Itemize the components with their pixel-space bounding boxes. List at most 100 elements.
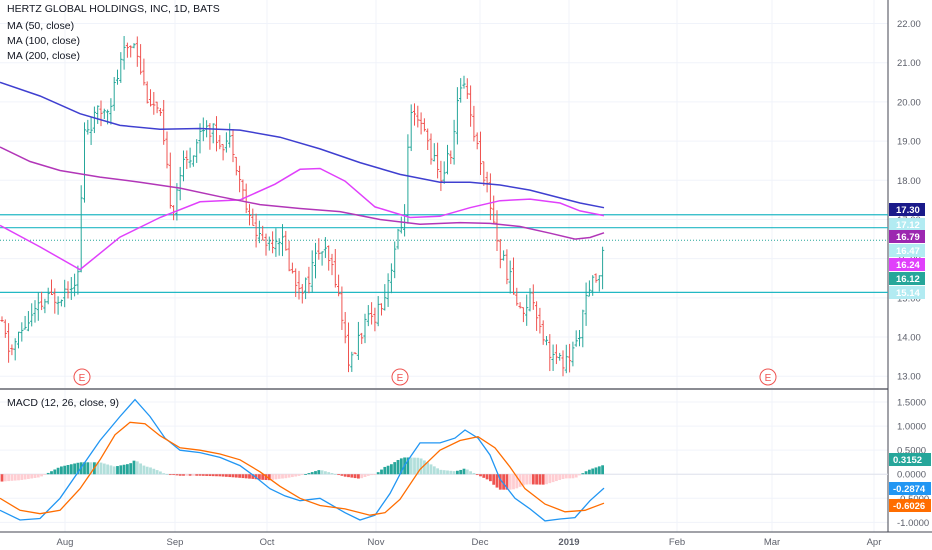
macd-histogram-bar xyxy=(241,474,245,479)
macd-histogram-bar xyxy=(419,458,423,475)
macd-histogram-bar xyxy=(139,463,142,475)
macd-histogram-bar xyxy=(337,474,340,476)
macd-histogram-bar xyxy=(215,474,218,477)
time-tick-label: Aug xyxy=(57,537,74,548)
macd-tick-label: 1.5000 xyxy=(897,398,926,409)
earnings-marker-label: E xyxy=(397,373,404,384)
macd-histogram-bar xyxy=(571,474,575,479)
macd-histogram-bar xyxy=(304,474,307,475)
macd-histogram-bar xyxy=(129,463,133,475)
macd-histogram-bar xyxy=(317,470,321,475)
macd-histogram-bar xyxy=(363,474,367,478)
macd-histogram-bar xyxy=(7,474,10,482)
price-tag-label: 16.47 xyxy=(896,246,920,257)
time-tick-label: Feb xyxy=(669,537,685,548)
macd-histogram-bar xyxy=(465,469,469,475)
signal-line xyxy=(0,421,605,516)
macd-histogram-bar xyxy=(535,474,538,485)
macd-histogram-bar xyxy=(416,457,420,475)
macd-tag xyxy=(889,499,931,512)
macd-tag-label: 0.3152 xyxy=(893,455,922,466)
ma100-legend[interactable]: MA (100, close) xyxy=(7,35,80,47)
macd-histogram-bar xyxy=(234,474,238,478)
macd-histogram-bar xyxy=(294,474,298,477)
macd-histogram-bar xyxy=(172,474,175,476)
macd-histogram-bar xyxy=(320,470,324,475)
macd-histogram-bar xyxy=(287,474,291,478)
macd-histogram-bar xyxy=(426,462,430,475)
macd-histogram-bar xyxy=(588,469,591,475)
price-tick-label: 18.00 xyxy=(897,176,921,187)
macd-tag-label: -0.6026 xyxy=(893,501,925,512)
macd-histogram-bar xyxy=(116,466,119,475)
price-tag-label: 16.24 xyxy=(896,260,920,271)
macd-histogram-bar xyxy=(261,474,265,480)
macd-histogram-bar xyxy=(376,472,380,475)
time-tick-label: Apr xyxy=(867,537,882,548)
macd-histogram-bar xyxy=(221,474,225,477)
macd-histogram-bar xyxy=(446,470,449,475)
macd-histogram-bar xyxy=(201,474,205,476)
macd-histogram-bar xyxy=(30,474,34,479)
price-tag xyxy=(889,230,925,243)
macd-histogram-bar xyxy=(578,474,581,476)
macd-histogram-bar xyxy=(380,469,383,475)
macd-histogram-bar xyxy=(505,474,509,490)
macd-histogram-bar xyxy=(399,458,403,475)
macd-histogram-bar xyxy=(386,465,390,475)
macd-histogram-bar xyxy=(291,474,294,478)
macd-tick-label: -1.0000 xyxy=(897,518,929,529)
macd-histogram-bar xyxy=(479,474,482,477)
macd-histogram-bar xyxy=(330,473,334,475)
price-tag xyxy=(889,203,925,216)
macd-histogram-bar xyxy=(218,474,222,477)
macd-histogram-bar xyxy=(145,466,149,475)
macd-histogram-bar xyxy=(228,474,232,478)
macd-histogram-bar xyxy=(396,459,400,475)
macd-histogram-bar xyxy=(40,474,43,477)
macd-histogram-bar xyxy=(568,474,571,479)
macd-histogram-bar xyxy=(106,464,109,475)
macd-histogram-bar xyxy=(248,474,251,479)
price-tag-label: 15.14 xyxy=(896,288,920,299)
macd-histogram-bar xyxy=(528,474,532,485)
macd-histogram-bar xyxy=(225,474,228,477)
macd-histogram-bar xyxy=(340,474,344,476)
macd-histogram-bar xyxy=(581,473,585,475)
time-tick-label: Sep xyxy=(167,537,184,548)
macd-histogram-bar xyxy=(432,466,436,475)
price-tick-label: 20.00 xyxy=(897,97,921,108)
earnings-marker xyxy=(759,368,777,386)
macd-legend[interactable]: MACD (12, 26, close, 9) xyxy=(7,397,120,409)
macd-histogram-bar xyxy=(370,474,373,476)
macd-histogram-bar xyxy=(132,460,136,475)
macd-histogram-bar xyxy=(442,470,446,475)
macd-histogram-bar xyxy=(498,474,502,490)
time-tick-label: Oct xyxy=(260,537,275,548)
macd-histogram-bar xyxy=(50,471,53,475)
macd-histogram-bar xyxy=(188,474,192,476)
macd-histogram-bar xyxy=(43,474,47,476)
time-tick-label: Dec xyxy=(472,537,489,548)
macd-histogram-bar xyxy=(178,474,182,476)
ma-line-100 xyxy=(0,146,605,240)
macd-histogram-bar xyxy=(406,457,410,475)
macd-histogram-bar xyxy=(23,474,27,480)
ma200-legend[interactable]: MA (200, close) xyxy=(7,50,80,62)
macd-histogram-bar xyxy=(551,474,555,483)
price-tag-label: 17.30 xyxy=(896,205,920,216)
macd-histogram-bar xyxy=(149,467,152,475)
macd-histogram-bar xyxy=(502,474,505,490)
price-tag xyxy=(889,218,925,231)
ma50-legend[interactable]: MA (50, close) xyxy=(7,20,75,32)
macd-histogram-bar xyxy=(413,457,416,475)
macd-histogram-bar xyxy=(135,461,139,475)
price-tick-label: 19.00 xyxy=(897,137,921,148)
macd-tag-label: -0.2874 xyxy=(893,484,926,495)
macd-histogram-bar xyxy=(20,474,24,480)
macd-histogram-bar xyxy=(495,474,499,488)
macd-histogram-bar xyxy=(482,474,486,478)
macd-histogram-bar xyxy=(192,474,195,476)
macd-histogram-bar xyxy=(251,474,255,479)
macd-histogram-bar xyxy=(36,474,40,478)
